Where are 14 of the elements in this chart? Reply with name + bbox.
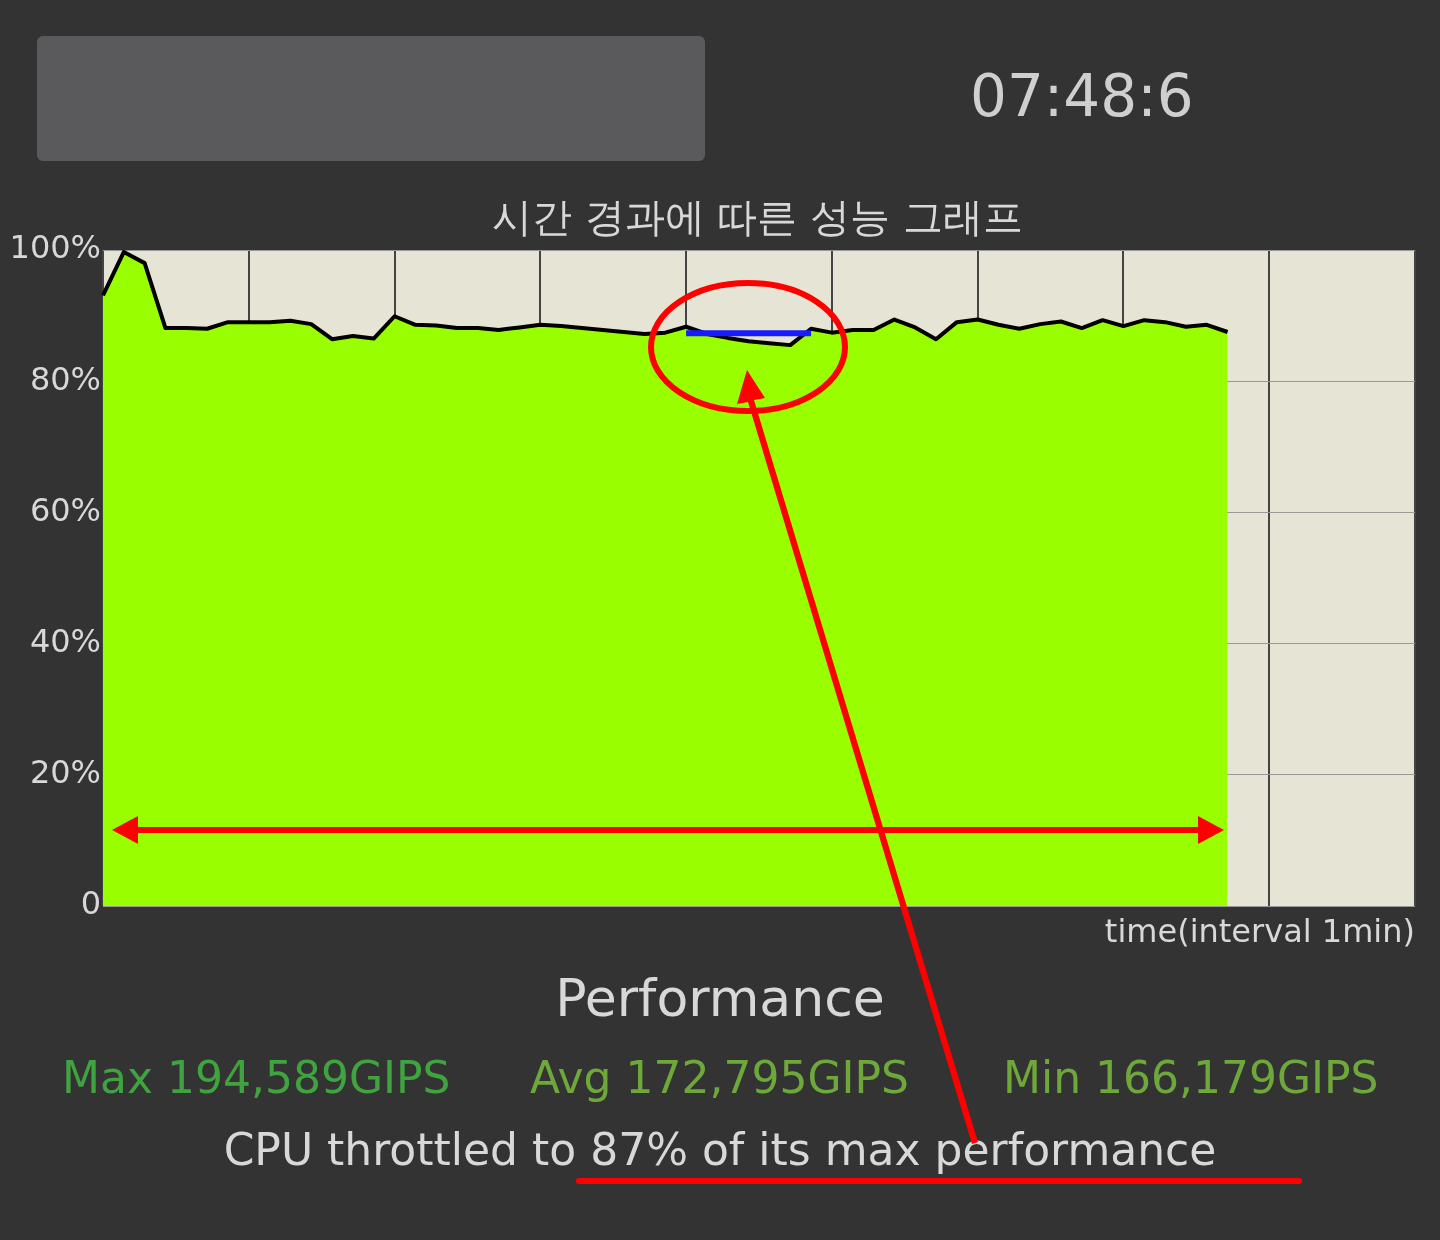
text: CPU throttled to 87% of its max performance bbox=[222, 1124, 1218, 1175]
text: Performance bbox=[554, 968, 886, 1028]
text: Min 166,179GIPS bbox=[1003, 1052, 1379, 1103]
y-tick-label: 0 bbox=[80, 884, 101, 923]
y-tick-label: 20% bbox=[29, 753, 101, 792]
x-axis-title: time(interval 1min) bbox=[1104, 912, 1415, 950]
text: 07:48:6 bbox=[970, 62, 1194, 130]
text: Avg 172,795GIPS bbox=[530, 1052, 909, 1103]
y-tick-label: 80% bbox=[29, 359, 101, 398]
y-tick-label: 100% bbox=[9, 228, 101, 267]
text: Max 194,589GIPS bbox=[62, 1052, 451, 1103]
y-tick-label: 40% bbox=[29, 621, 101, 660]
chart-title: 시간 경과에 따른 성능 그래프 bbox=[492, 194, 1023, 240]
y-tick-label: 60% bbox=[29, 490, 101, 529]
